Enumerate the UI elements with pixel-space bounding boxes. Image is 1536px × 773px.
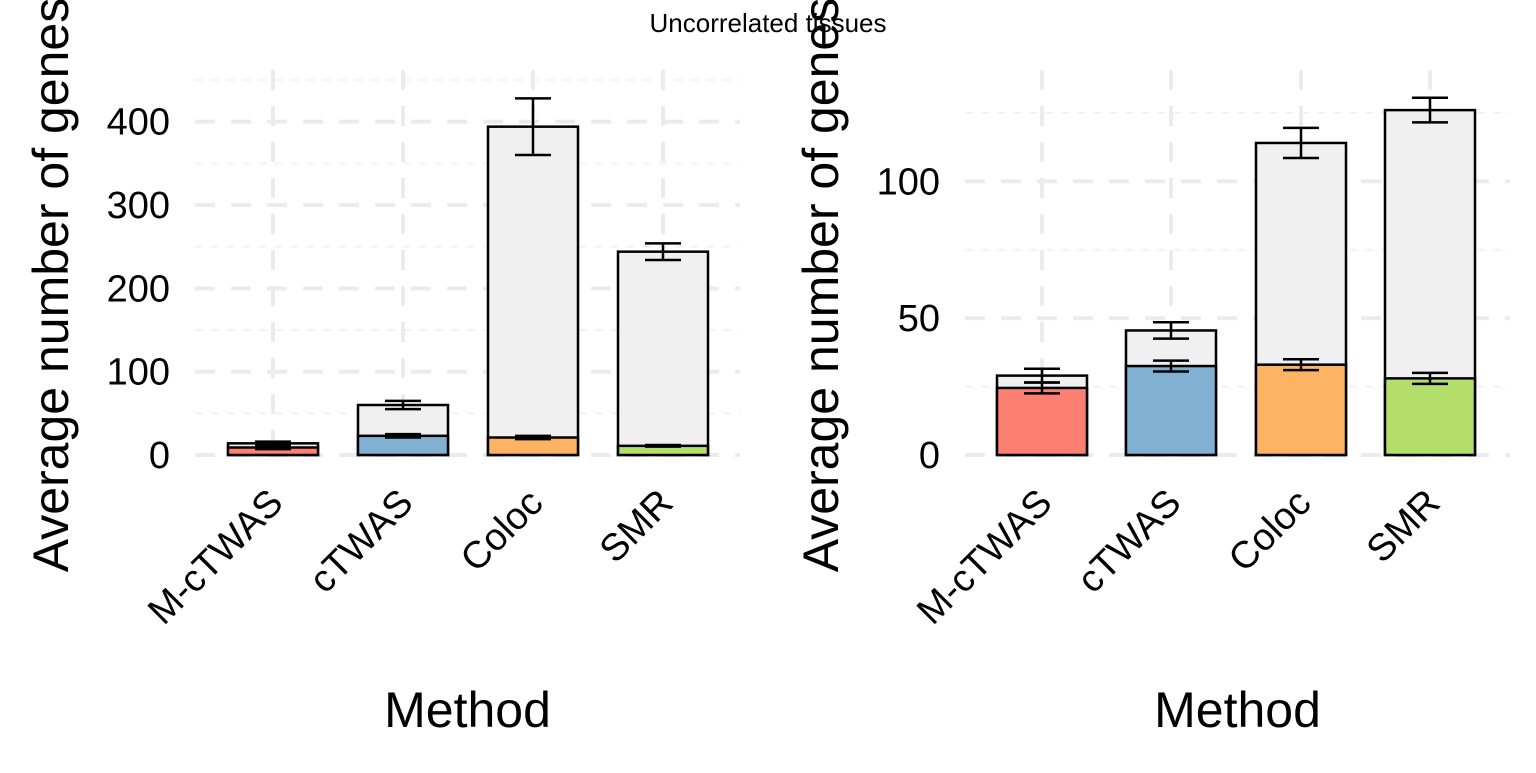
error-bar-total-ctwas (1153, 320, 1189, 340)
y-tick-label: 400 (107, 102, 170, 144)
error-bar-total-smr (1412, 96, 1448, 124)
chart-panel-2: 0 50 100 M-cTWAS cTWAS Coloc SMR Method Average … (793, 0, 1510, 738)
error-bar-tp-m-ctwas (1024, 381, 1060, 395)
error-bar-tp-ctwas (1153, 359, 1189, 373)
error-bar-total-coloc (1283, 126, 1319, 160)
x-tick-label-coloc: Coloc (453, 482, 551, 580)
error-bar-tp-smr (1412, 371, 1448, 386)
y-tick-label: 50 (898, 298, 940, 340)
bar-tp-smr (1383, 377, 1477, 457)
error-bar-total-ctwas (385, 399, 421, 411)
error-bar-tp-coloc (1283, 357, 1319, 372)
y-tick-label: 100 (107, 352, 170, 394)
x-tick-label-smr: SMR (1359, 482, 1448, 571)
x-tick-label-coloc: Coloc (1221, 482, 1319, 580)
bar-tp-ctwas (1124, 364, 1218, 457)
bar-tp-coloc (1254, 363, 1348, 457)
x-axis-label: Method (384, 682, 551, 738)
error-bar-tp-ctwas (385, 432, 421, 439)
x-axis-label: Method (1154, 682, 1321, 738)
figure-title: Uncorrelated tissues (649, 8, 887, 38)
x-tick-label-ctwas: cTWAS (302, 482, 422, 602)
error-bar-tp-smr (645, 443, 681, 448)
x-tick-label-m-ctwas: M-cTWAS (140, 482, 291, 633)
bar-total-coloc (486, 125, 580, 457)
error-bar-total-smr (645, 242, 681, 262)
error-bar-tp-coloc (515, 434, 551, 441)
y-axis-label: Average number of genes (23, 0, 79, 572)
x-tick-label-m-ctwas: M-cTWAS (909, 482, 1060, 633)
error-bar-total-coloc (515, 97, 551, 157)
y-tick-label: 0 (149, 435, 170, 477)
error-bar-tp-m-ctwas (255, 444, 291, 451)
bar-tp-m-ctwas (995, 386, 1089, 457)
chart-panel-1: 0 100 200 300 400 M-cTWAS cTWAS Coloc SMR Method A… (23, 0, 740, 738)
y-tick-label: 300 (107, 185, 170, 227)
y-tick-label: 100 (877, 161, 940, 203)
y-tick-label: 0 (919, 435, 940, 477)
y-axis-label: Average number of genes (793, 0, 849, 572)
bar-total-smr (616, 250, 710, 457)
y-tick-label: 200 (107, 268, 170, 310)
x-tick-label-ctwas: cTWAS (1070, 482, 1190, 602)
x-tick-label-smr: SMR (592, 482, 681, 571)
